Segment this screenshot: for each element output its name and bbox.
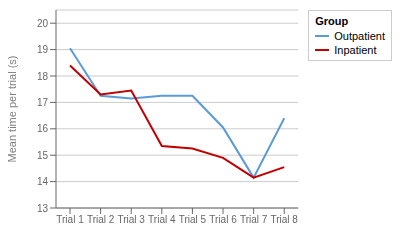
svg-text:13: 13 bbox=[37, 203, 49, 214]
svg-text:16: 16 bbox=[37, 123, 49, 134]
svg-text:Trial 3: Trial 3 bbox=[117, 214, 145, 225]
svg-text:Trial 8: Trial 8 bbox=[271, 214, 299, 225]
html-text:Inpatient: Inpatient bbox=[334, 44, 377, 56]
svg-text:Trial 5: Trial 5 bbox=[179, 214, 207, 225]
svg-text:Trial 2: Trial 2 bbox=[87, 214, 115, 225]
svg-text:Trial 4: Trial 4 bbox=[148, 214, 176, 225]
svg-text:Mean time per trial (s): Mean time per trial (s) bbox=[8, 56, 18, 163]
svg-text:17: 17 bbox=[37, 97, 49, 108]
svg-text:14: 14 bbox=[37, 176, 49, 187]
html-text:Outpatient: Outpatient bbox=[334, 30, 385, 42]
svg-text:Trial 7: Trial 7 bbox=[240, 214, 268, 225]
svg-text:Trial 1: Trial 1 bbox=[56, 214, 84, 225]
svg-text:20: 20 bbox=[37, 18, 49, 29]
svg-text:15: 15 bbox=[37, 150, 49, 161]
svg-text:Trial 6: Trial 6 bbox=[209, 214, 237, 225]
html-text:Group: Group bbox=[315, 15, 349, 27]
svg-text:18: 18 bbox=[37, 71, 49, 82]
svg-text:19: 19 bbox=[37, 44, 49, 55]
